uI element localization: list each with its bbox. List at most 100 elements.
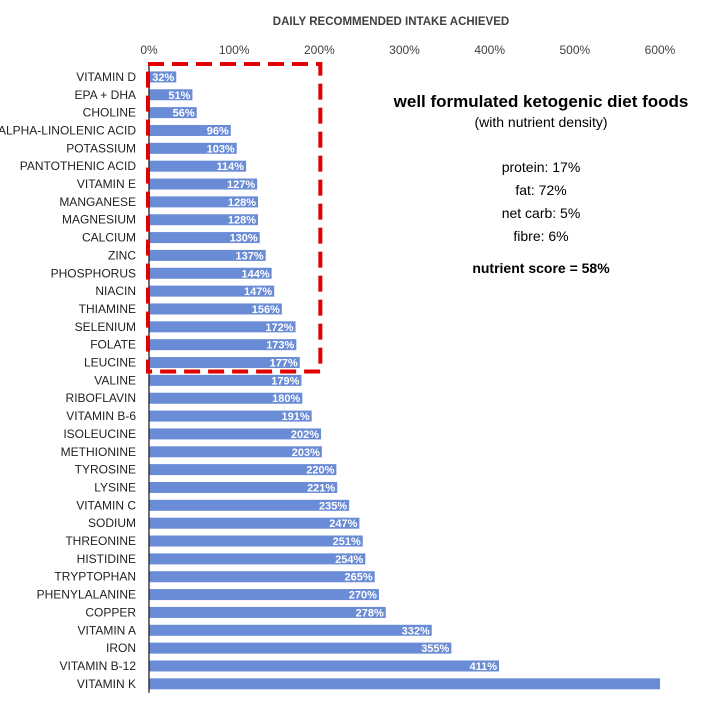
data-labels: 32% 51% 56% 96% 103% 114% 127% 128% 128% 130% 137%…: [152, 72, 497, 673]
bar: [149, 267, 272, 279]
data-label: 270%: [349, 590, 377, 602]
category-label: TRYPTOPHAN: [54, 570, 136, 584]
category-label: VITAMIN C: [76, 498, 136, 512]
category-label: LYSINE: [94, 480, 136, 494]
category-label: MAGNESIUM: [62, 213, 136, 227]
category-label: CHOLINE: [83, 106, 136, 120]
bar: [149, 89, 193, 101]
data-label: 221%: [307, 482, 335, 494]
category-label: SELENIUM: [75, 320, 136, 334]
category-label: PHENYLALANINE: [37, 588, 136, 602]
bar: [149, 606, 386, 618]
data-label: 220%: [306, 465, 334, 477]
category-label: VITAMIN B-6: [66, 409, 136, 423]
category-label: VITAMIN B-12: [60, 659, 137, 673]
category-label: ZINC: [108, 248, 136, 262]
category-label: HISTIDINE: [77, 552, 136, 566]
category-label: FOLATE: [90, 338, 136, 352]
bar: [149, 678, 660, 690]
x-axis-ticks: 0% 100% 200% 300% 400% 500% 600%: [140, 43, 675, 57]
bar: [149, 124, 231, 136]
bar: [149, 481, 338, 493]
data-label: 56%: [173, 108, 195, 120]
bar: [149, 107, 197, 119]
fibre-stat: fibre: 6%: [513, 228, 569, 244]
data-label: 235%: [319, 500, 347, 512]
chart-title: DAILY RECOMMENDED INTAKE ACHIEVED: [273, 16, 509, 28]
category-label: VITAMIN D: [76, 70, 136, 84]
category-label: POTASSIUM: [66, 141, 136, 155]
data-label: 173%: [266, 340, 294, 352]
x-tick-label: 200%: [304, 43, 335, 57]
data-label: 180%: [272, 393, 300, 405]
bar: [149, 303, 282, 315]
bar: [149, 321, 296, 333]
category-label: CALCIUM: [82, 231, 136, 245]
bar: [149, 535, 363, 547]
bar: [149, 178, 258, 190]
bar: [149, 553, 366, 565]
data-label: 411%: [470, 661, 498, 673]
info-panel: well formulated ketogenic diet foods (wi…: [356, 92, 706, 276]
bar: [149, 392, 303, 404]
net-carb-stat: net carb: 5%: [501, 205, 581, 221]
data-label: 172%: [265, 322, 293, 334]
data-label: 203%: [292, 447, 320, 459]
bar: [149, 374, 302, 386]
category-label: VITAMIN E: [77, 177, 136, 191]
bar: [149, 410, 312, 422]
data-label: 114%: [217, 161, 245, 173]
data-label: 251%: [333, 536, 361, 548]
data-label: 247%: [329, 518, 357, 530]
bar: [149, 499, 350, 511]
category-label: EPA + DHA: [75, 88, 136, 102]
panel-subtitle: (with nutrient density): [474, 114, 608, 130]
category-label: ISOLEUCINE: [63, 427, 136, 441]
protein-stat: protein: 17%: [501, 159, 581, 175]
category-label: COPPER: [85, 605, 136, 619]
data-label: 127%: [227, 179, 255, 191]
data-label: 177%: [270, 358, 298, 370]
bar: [149, 624, 432, 636]
data-label: 130%: [230, 233, 258, 245]
bar: [149, 589, 379, 601]
bar: [149, 232, 260, 244]
data-label: 202%: [291, 429, 319, 441]
data-label: 96%: [207, 125, 229, 137]
data-label: 179%: [271, 375, 299, 387]
panel-title: well formulated ketogenic diet foods: [393, 92, 689, 111]
category-label: NIACIN: [95, 284, 136, 298]
category-labels: VITAMIN D EPA + DHA CHOLINE ALPHA-LINOLENIC…: [0, 70, 136, 691]
bar: [149, 571, 375, 583]
category-label: LEUCINE: [84, 356, 136, 370]
bar: [149, 464, 337, 476]
bar: [149, 142, 237, 154]
category-label: THREONINE: [65, 534, 136, 548]
data-label: 137%: [236, 250, 264, 262]
bar: [149, 660, 500, 672]
bars-group: [149, 71, 660, 690]
data-label: 254%: [335, 554, 363, 566]
bar: [149, 196, 259, 208]
category-label: VALINE: [94, 373, 136, 387]
data-label: 51%: [168, 90, 190, 102]
category-label: SODIUM: [88, 516, 136, 530]
data-label: 32%: [152, 72, 174, 84]
bar: [149, 214, 259, 226]
category-label: TYROSINE: [75, 463, 136, 477]
category-label: ALPHA-LINOLENIC ACID: [0, 123, 136, 137]
data-label: 128%: [228, 215, 256, 227]
bar: [149, 517, 360, 529]
x-tick-label: 500%: [559, 43, 590, 57]
data-label: 147%: [244, 286, 272, 298]
bar: [149, 285, 275, 297]
data-label: 278%: [356, 607, 384, 619]
data-label: 103%: [207, 143, 235, 155]
category-label: MANGANESE: [59, 195, 136, 209]
x-tick-label: 300%: [389, 43, 420, 57]
nutrient-score: nutrient score = 58%: [472, 260, 610, 276]
data-label: 332%: [402, 625, 430, 637]
data-label: 128%: [228, 197, 256, 209]
macro-stats: protein: 17% fat: 72% net carb: 5% fibre…: [356, 156, 706, 248]
